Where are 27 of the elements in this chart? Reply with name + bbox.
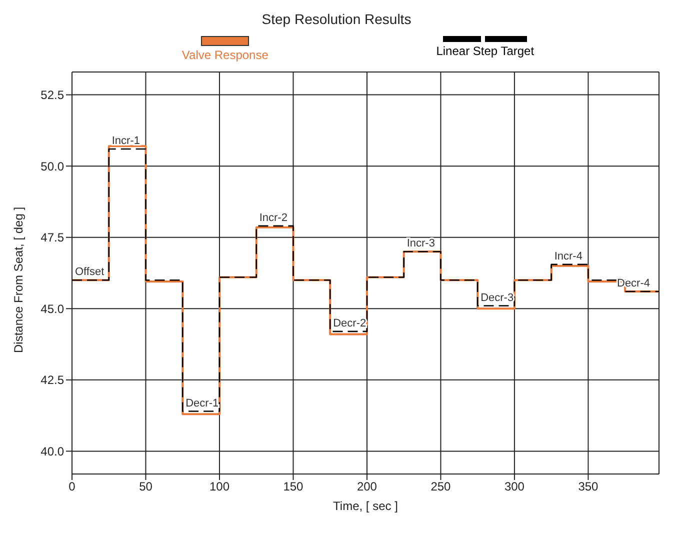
y-tick-label: 50.0 xyxy=(40,159,64,174)
annotation: Decr-3 xyxy=(480,292,514,304)
x-tick-label: 300 xyxy=(504,480,525,494)
text: Linear Step Target xyxy=(436,44,534,58)
x-tick-label: 350 xyxy=(578,480,599,494)
annotation: Decr-2 xyxy=(333,317,366,330)
x-tick-label: 0 xyxy=(68,480,76,494)
x-tick-label: 50 xyxy=(139,480,153,494)
annotation: Offset xyxy=(75,266,104,278)
x-tick-label: 200 xyxy=(356,480,378,494)
annotation: Incr-4 xyxy=(554,250,582,262)
y-tick-label: 42.5 xyxy=(40,373,64,388)
annotation: Decr-1 xyxy=(186,397,219,410)
legend-label: Valve Response xyxy=(182,48,268,62)
annotation: Incr-2 xyxy=(259,212,288,224)
x-tick-label: 150 xyxy=(283,480,304,494)
y-tick-label: 47.5 xyxy=(40,230,64,245)
y-axis-title: Distance From Seat, [ deg ] xyxy=(11,206,26,353)
y-tick-label: 40.0 xyxy=(40,444,64,458)
annotation: Incr-1 xyxy=(112,134,140,147)
y-tick-label: 45.0 xyxy=(40,302,64,316)
x-tick-label: 250 xyxy=(430,480,452,494)
y-tick-label: 52.5 xyxy=(40,88,64,102)
x-tick-label: 100 xyxy=(209,480,230,494)
x-axis-title: Time, [ sec ] xyxy=(333,499,398,513)
annotation: Incr-3 xyxy=(406,238,435,250)
chart-title: Step Resolution Results xyxy=(260,10,412,29)
